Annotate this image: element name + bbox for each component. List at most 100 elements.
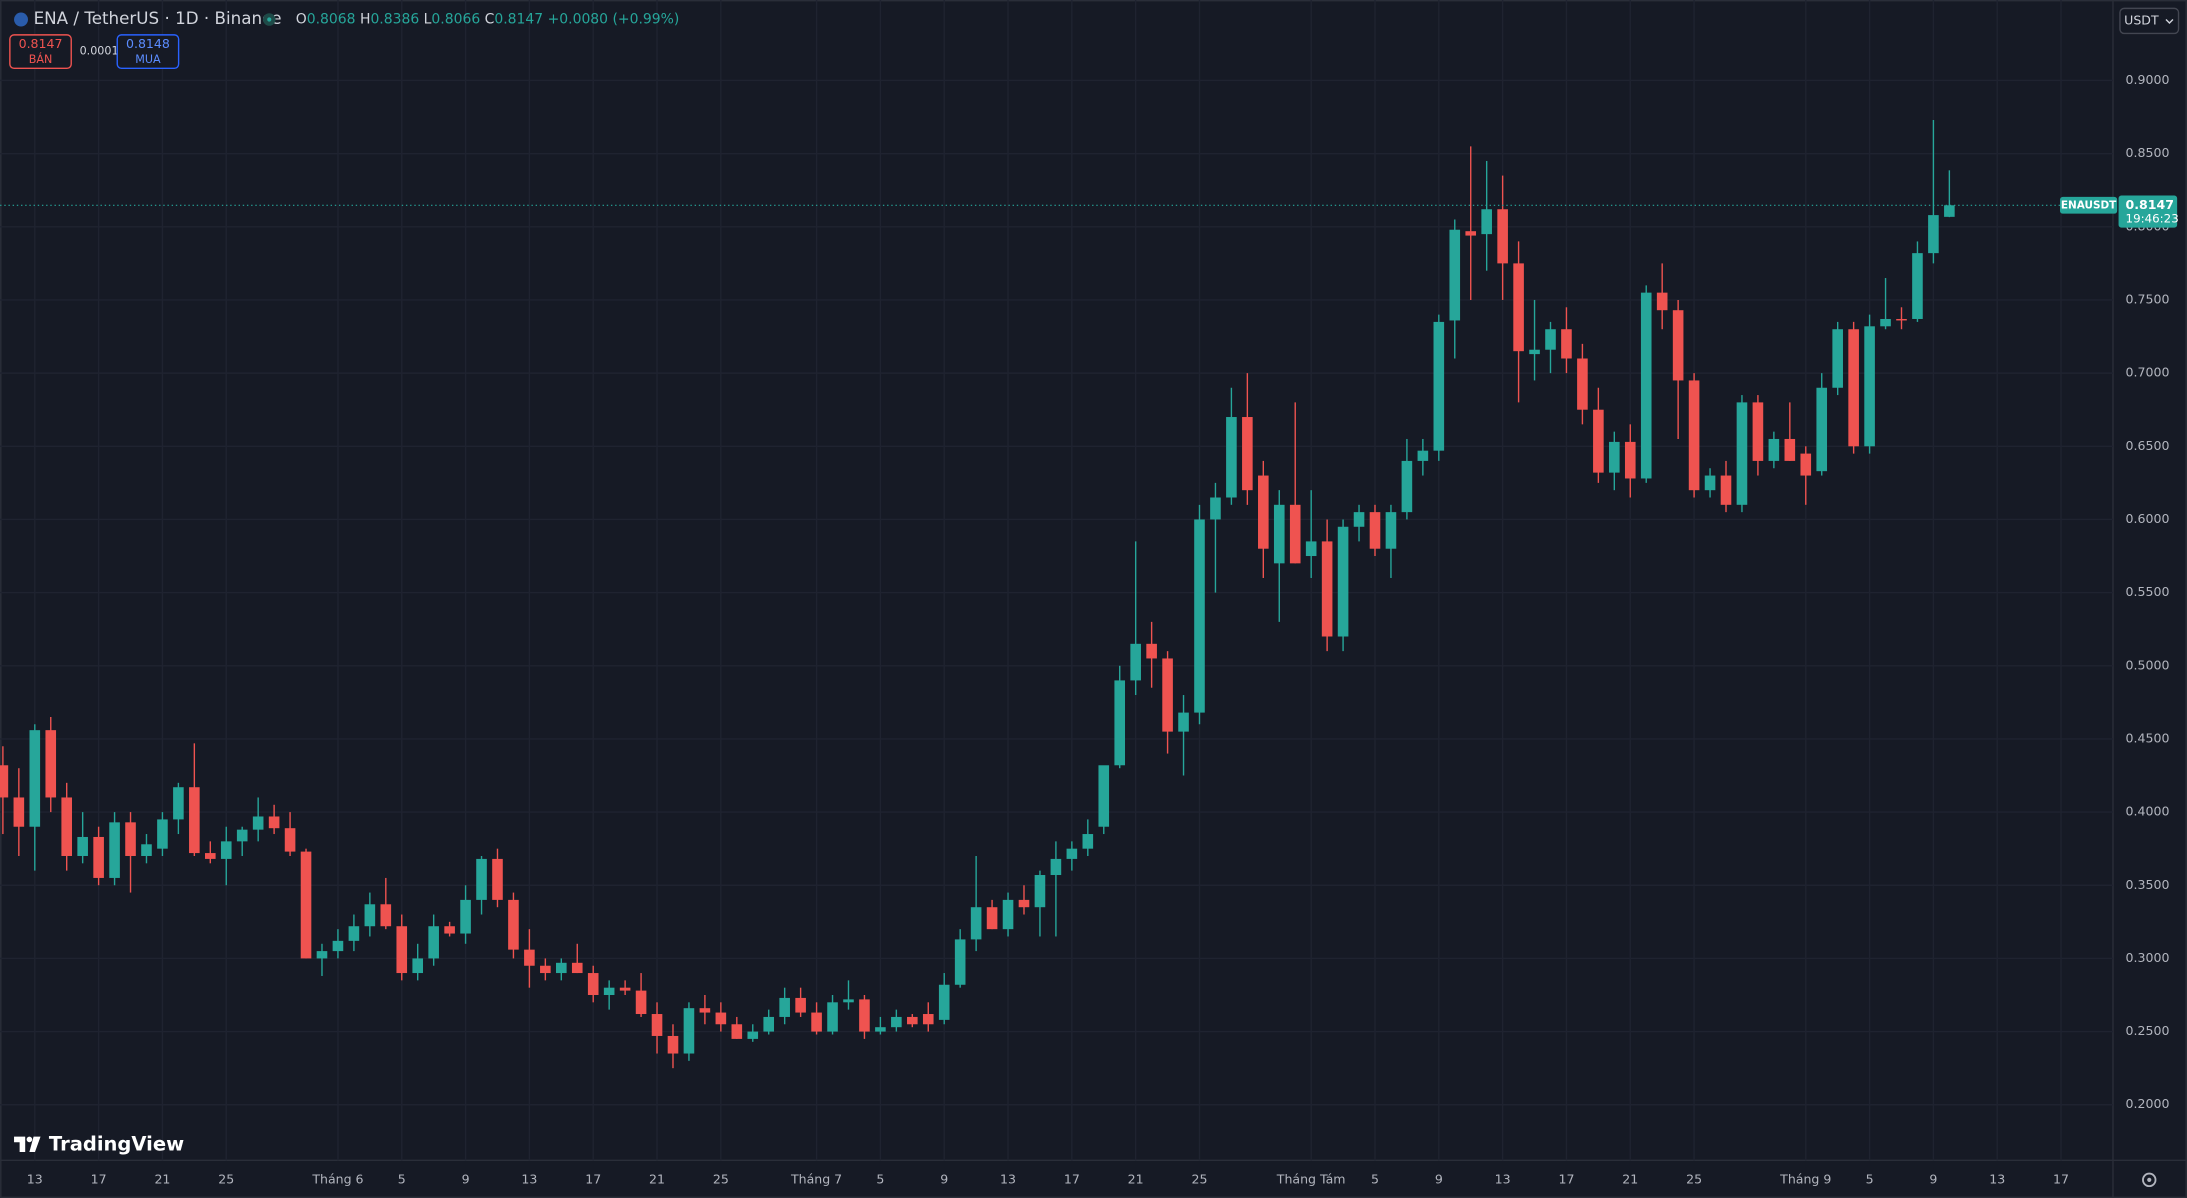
- buy-button[interactable]: 0.8148 MUA: [116, 34, 180, 70]
- x-tick-label: 9: [1435, 1171, 1443, 1186]
- spread: 0.0001: [80, 45, 119, 58]
- buy-box[interactable]: [116, 34, 180, 70]
- y-tick-label: 0.2000: [2126, 1096, 2170, 1111]
- countdown-label: 19:46:23: [2126, 212, 2179, 226]
- y-tick-label: 0.6500: [2126, 438, 2170, 453]
- x-tick-label: 25: [218, 1171, 234, 1186]
- candle-body: [1385, 512, 1397, 549]
- candle-body: [1561, 329, 1572, 359]
- candle-body: [1672, 310, 1684, 381]
- currency-box[interactable]: [2119, 7, 2180, 35]
- candle-body: [396, 926, 408, 974]
- candle-body: [699, 1008, 711, 1013]
- buy-price[interactable]: 0.8148: [126, 36, 170, 51]
- candle-body: [1816, 387, 1828, 472]
- candle-body: [1896, 318, 1907, 321]
- candle-body: [13, 797, 25, 827]
- candle-body: [141, 844, 152, 856]
- candle-body: [891, 1016, 902, 1028]
- y-tick-label: 0.7500: [2126, 291, 2170, 306]
- candle-body: [492, 858, 503, 900]
- candle-body: [1289, 504, 1301, 564]
- candle-body: [1704, 475, 1716, 491]
- candle-body: [1529, 349, 1540, 355]
- candle-body: [1768, 438, 1780, 461]
- brand-logo[interactable]: TradingView: [14, 1133, 184, 1156]
- candle-body: [1640, 292, 1652, 479]
- candle-body: [189, 787, 200, 854]
- candle-body: [109, 822, 120, 878]
- candle-body: [316, 951, 328, 959]
- candle-body: [811, 1012, 822, 1032]
- sell-price[interactable]: 0.8147: [19, 36, 63, 51]
- candle-body: [412, 958, 424, 974]
- candle-body: [1258, 475, 1269, 549]
- y-tick-label: 0.2500: [2126, 1023, 2170, 1038]
- candle-body: [1832, 329, 1843, 388]
- candle-body: [1210, 497, 1221, 520]
- sell-label[interactable]: BÁN: [29, 53, 53, 66]
- gear-center[interactable]: [2147, 1177, 2152, 1182]
- currency-button[interactable]: USDT: [2119, 7, 2180, 35]
- x-tick-label: 5: [1866, 1171, 1874, 1186]
- x-tick-label: 13: [521, 1171, 537, 1186]
- candle-body: [1146, 643, 1157, 659]
- ohlc-label: C: [485, 12, 495, 28]
- candle-body: [508, 899, 519, 950]
- candle-body: [348, 926, 360, 941]
- candle-body: [236, 829, 248, 842]
- dropdown-arrow[interactable]: [2165, 19, 2174, 24]
- candle-body: [444, 926, 455, 934]
- candle-body: [428, 926, 439, 959]
- x-tick-label: 13: [1495, 1171, 1511, 1186]
- candle-body: [1800, 453, 1812, 476]
- settings-button[interactable]: [2142, 1172, 2157, 1188]
- sell-box[interactable]: [9, 34, 72, 70]
- logo-mark[interactable]: [29, 1136, 41, 1152]
- x-tick-label: 13: [1989, 1171, 2005, 1186]
- ohlc-value: 0.8068: [307, 12, 356, 28]
- x-tick-label: Tháng 9: [1779, 1171, 1831, 1186]
- logo-mark[interactable]: [14, 1136, 26, 1152]
- candle-body: [1194, 519, 1205, 713]
- last-price-label: 0.8147: [2126, 197, 2174, 212]
- candle-body: [1114, 680, 1126, 766]
- currency-label[interactable]: USDT: [2124, 12, 2159, 27]
- candle-body: [1226, 417, 1237, 498]
- candle-body: [364, 904, 376, 927]
- gear-ring[interactable]: [2142, 1172, 2157, 1188]
- sell-button[interactable]: 0.8147 BÁN: [9, 34, 72, 70]
- candle-body: [1305, 541, 1317, 557]
- candle-body: [524, 949, 535, 966]
- candle-body: [986, 907, 998, 930]
- candle-body: [204, 853, 216, 859]
- candle-body: [1178, 712, 1189, 732]
- candles: [0, 119, 1955, 1069]
- x-tick-label: 17: [2053, 1171, 2069, 1186]
- ticker-tag: [2059, 196, 2118, 214]
- candle-body: [93, 836, 104, 878]
- candle-body: [45, 730, 57, 798]
- x-tick-label: 25: [1192, 1171, 1208, 1186]
- x-tick-label: Tháng 7: [790, 1171, 842, 1186]
- candle-body: [603, 987, 615, 995]
- buy-label[interactable]: MUA: [135, 53, 161, 66]
- candle-body: [1720, 475, 1732, 505]
- candle-body: [683, 1008, 695, 1054]
- candle-body: [1624, 441, 1636, 479]
- candle-body: [1034, 875, 1046, 908]
- x-tick-label: 13: [1000, 1171, 1016, 1186]
- logo-dot[interactable]: [26, 1136, 33, 1143]
- candle-body: [460, 899, 471, 934]
- candle-body: [1944, 205, 1955, 217]
- candle-body: [1864, 326, 1875, 447]
- candle-body: [1784, 438, 1796, 461]
- brand-name[interactable]: TradingView: [49, 1133, 184, 1156]
- candle-body: [1481, 209, 1492, 235]
- candle-body: [1050, 858, 1062, 876]
- ohlc-value: 0.8066: [431, 12, 480, 28]
- candle-body: [1130, 643, 1141, 681]
- grid: [0, 0, 2113, 1161]
- x-tick-label: 9: [1929, 1171, 1937, 1186]
